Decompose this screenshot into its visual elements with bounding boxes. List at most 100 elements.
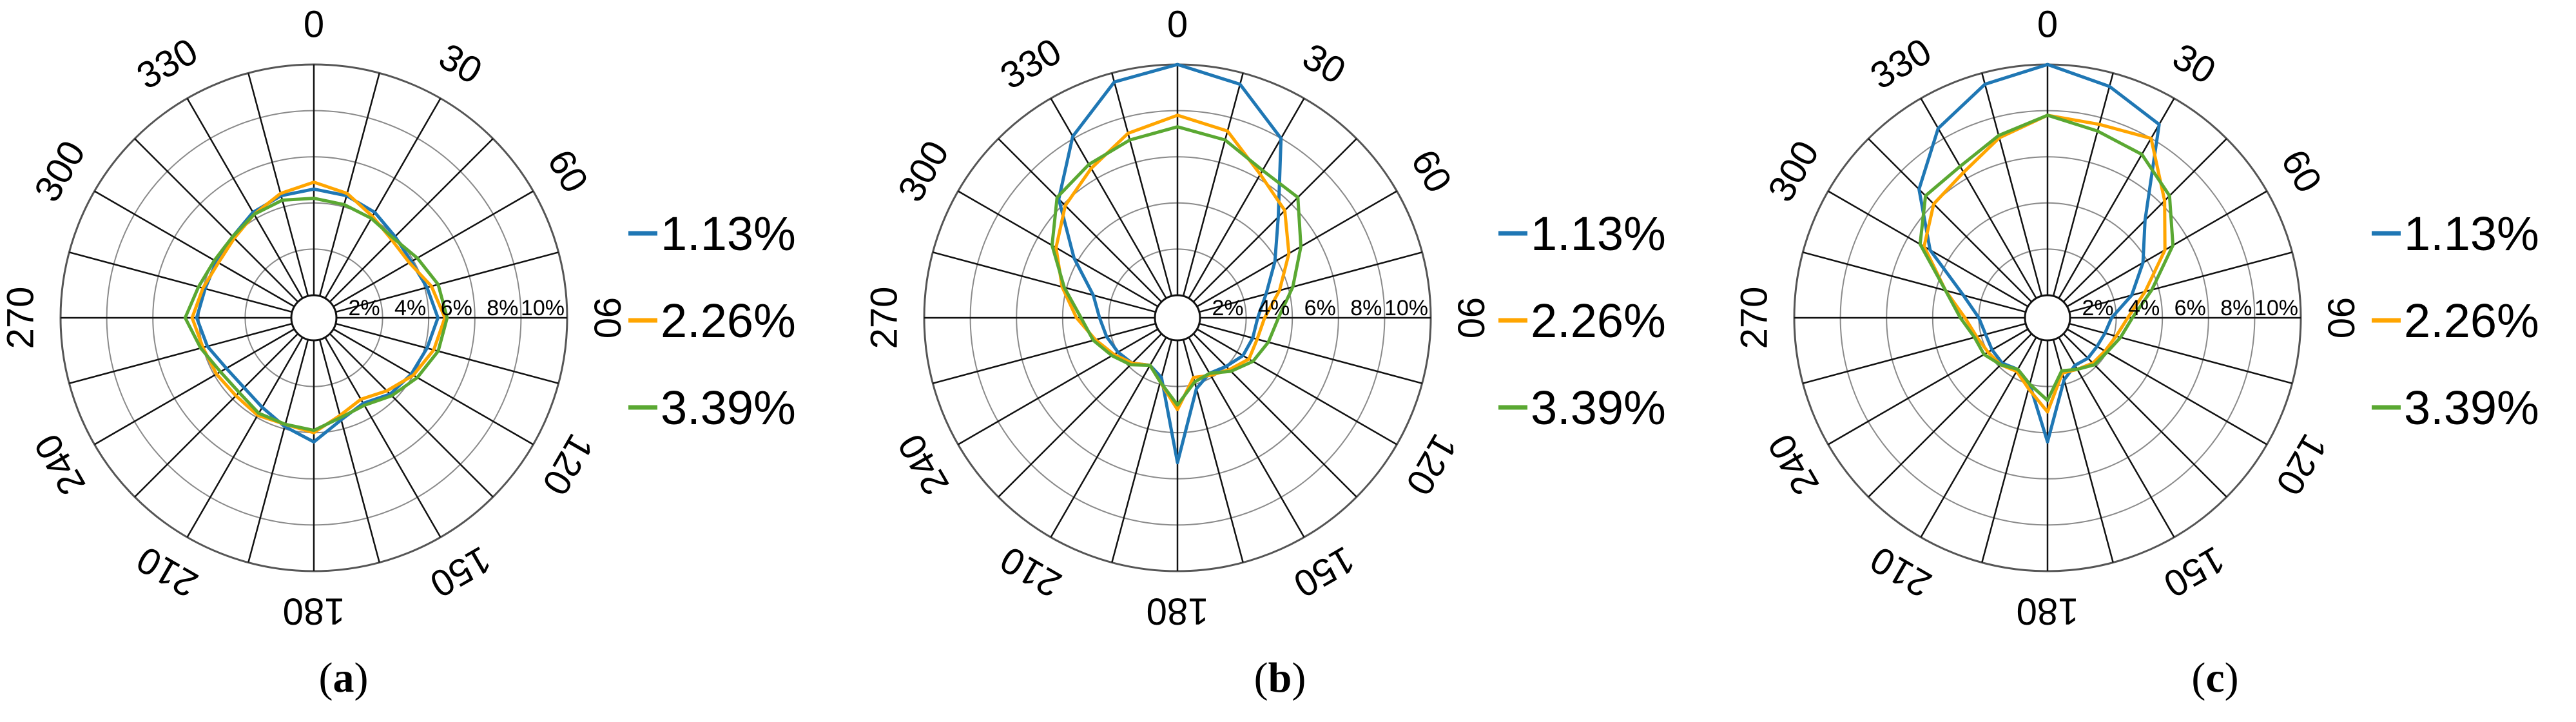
angle-label: 30 [2165,35,2222,93]
angle-label: 60 [1403,142,1460,199]
spoke-line [2066,190,2267,307]
spoke-line [335,322,559,384]
spoke-line [333,190,534,307]
series-line-2.26pct [1054,113,1291,411]
spoke-line [2052,339,2114,563]
spoke-line [318,73,380,297]
spoke-line [1828,328,2029,445]
series-line-1.13pct [1057,63,1283,465]
spoke-line [933,251,1156,313]
spoke-line [329,138,494,303]
angle-label: 90 [1450,297,1492,339]
legend-label: 3.39% [2404,381,2539,434]
series-line-2.26pct [190,180,447,434]
angle-label: 30 [1295,35,1352,93]
spoke-line [958,328,1159,445]
spoke-line [69,251,293,313]
spoke-line [1981,339,2043,563]
angle-label: 180 [2017,590,2079,632]
angle-label: 30 [432,35,489,93]
spoke-line [2058,337,2175,538]
spoke-line [1920,337,2037,538]
panel-caption: (b) [1254,654,1306,701]
legend-label: 3.39% [1531,381,1666,434]
spoke-line [1192,333,1357,498]
angle-label: 330 [1863,30,1938,98]
spoke-line [1828,190,2029,307]
angle-label: 150 [423,538,498,606]
spoke-line [1981,73,2043,297]
spoke-line [1199,322,1422,384]
legend-label: 2.26% [661,294,796,347]
spoke-line [1111,339,1173,563]
radial-tick-label: 2% [2082,296,2113,320]
angle-label: 90 [2320,297,2362,339]
radial-tick-label: 4% [1258,296,1290,320]
center-hole [290,294,338,342]
spoke-line [134,138,299,303]
center-hole [2024,294,2071,342]
spoke-line [1868,333,2033,498]
spoke-line [998,138,1163,303]
angle-label: 180 [283,590,345,632]
spoke-line [958,190,1159,307]
spoke-line [247,339,309,563]
spoke-line [1188,98,1305,299]
angle-label: 120 [534,427,602,502]
spoke-line [1050,337,1167,538]
spoke-line [324,98,441,299]
spoke-line [1192,138,1357,303]
legend-label: 1.13% [2404,207,2539,260]
spoke-line [2052,73,2114,297]
spoke-line [2058,98,2175,299]
angle-label: 60 [2273,142,2330,199]
angle-label: 270 [864,287,905,349]
spoke-line [1920,98,2037,299]
radial-tick-label: 4% [394,296,426,320]
series-line-2.26pct [1922,113,2167,414]
spoke-line [1868,138,2033,303]
radial-tick-label: 8% [1350,296,1382,320]
angle-label: 0 [2037,4,2058,46]
angle-label: 240 [26,427,94,502]
radial-tick-label: 8% [487,296,518,320]
panel-caption: (a) [319,654,369,701]
spoke-line [247,73,309,297]
spoke-line [329,333,494,498]
legend-label: 1.13% [1531,207,1666,260]
angle-label: 300 [1760,133,1828,208]
spoke-line [2062,333,2227,498]
radial-tick-label: 10% [521,296,565,320]
spoke-line [134,333,299,498]
radial-tick-label: 10% [1384,296,1428,320]
angle-label: 300 [890,133,958,208]
spoke-line [324,337,441,538]
spoke-line [94,190,295,307]
spoke-line [1050,98,1167,299]
legend-label: 3.39% [661,381,796,434]
legend-label: 1.13% [661,207,796,260]
angle-label: 120 [2268,427,2336,502]
spoke-line [1188,337,1305,538]
spoke-line [1182,73,1244,297]
angle-label: 300 [26,133,94,208]
radial-tick-label: 6% [441,296,472,320]
spoke-line [186,337,304,538]
angle-label: 90 [586,297,628,339]
spoke-line [933,322,1156,384]
radial-tick-label: 6% [1304,296,1336,320]
angle-label: 240 [890,427,958,502]
spoke-line [318,339,380,563]
spoke-line [333,328,534,445]
radial-tick-label: 6% [2174,296,2206,320]
spoke-line [1196,190,1397,307]
angle-label: 180 [1147,590,1209,632]
legend-label: 2.26% [1531,294,1666,347]
series-line-3.39pct [1050,125,1303,407]
angle-label: 210 [993,538,1068,606]
angle-label: 210 [1863,538,1938,606]
angle-label: 330 [130,30,204,98]
radial-tick-label: 8% [2220,296,2252,320]
angle-label: 0 [304,4,324,46]
